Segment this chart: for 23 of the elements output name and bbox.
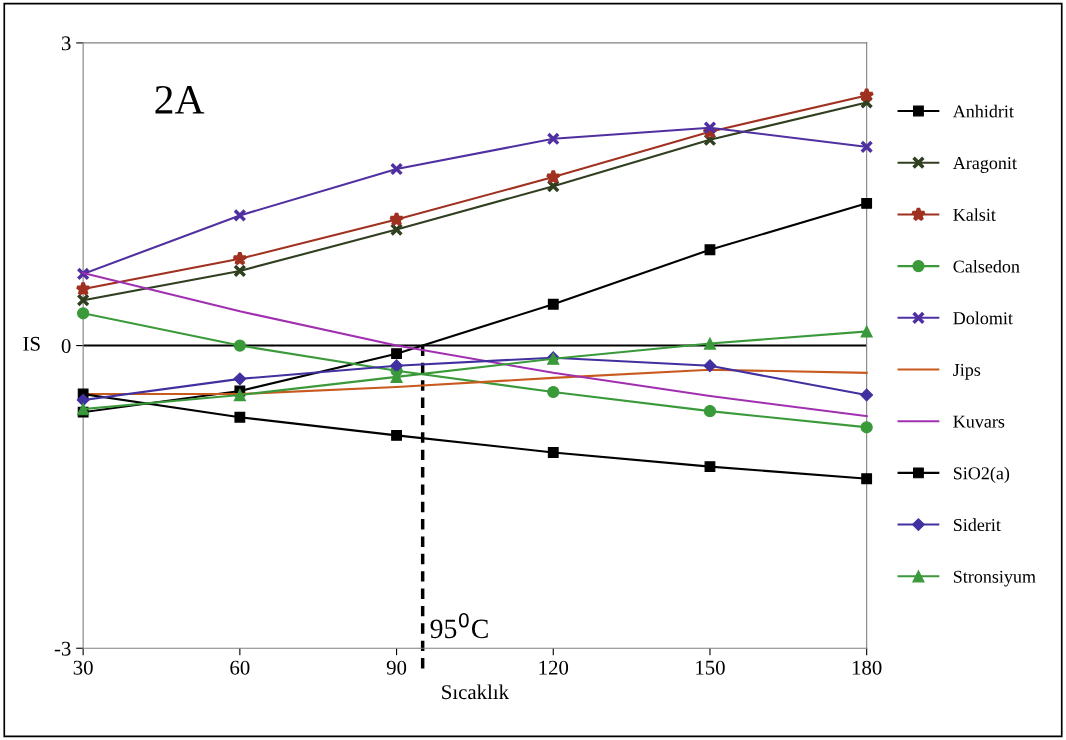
legend-label: SiO2(a) (953, 466, 1010, 484)
legend-label: Stronsiyum (953, 570, 1036, 587)
x-tick-label: 30 (73, 660, 93, 675)
legend-label: Anhidrit (952, 104, 1014, 118)
legend-label: Aragonit (952, 157, 1017, 173)
x-tick-label: 150 (696, 660, 725, 675)
legend-label: Kalsit (953, 208, 996, 221)
legend-label: Kuvars (953, 415, 1005, 428)
legend-label: Siderit (953, 518, 1001, 532)
legend-label: Calsedon (953, 259, 1020, 273)
x-tick-label: 180 (852, 660, 882, 675)
x-tick-label: 90 (386, 660, 407, 675)
legend-label: Dolomit (953, 311, 1013, 325)
ref-line-label: 95$^{0}$C (430, 612, 488, 639)
y-tick-label: 3 (61, 36, 71, 51)
y-tick-label: -3 (54, 641, 71, 656)
y-tick-label: 0 (61, 338, 71, 354)
x-tick-label: 60 (230, 660, 250, 675)
x-axis-title: Sıcaklık (442, 684, 510, 700)
x-tick-label: 120 (539, 660, 569, 675)
legend-label: Jips (953, 363, 981, 380)
y-axis-title: IS (23, 336, 40, 351)
annotation: 2A (155, 85, 205, 114)
